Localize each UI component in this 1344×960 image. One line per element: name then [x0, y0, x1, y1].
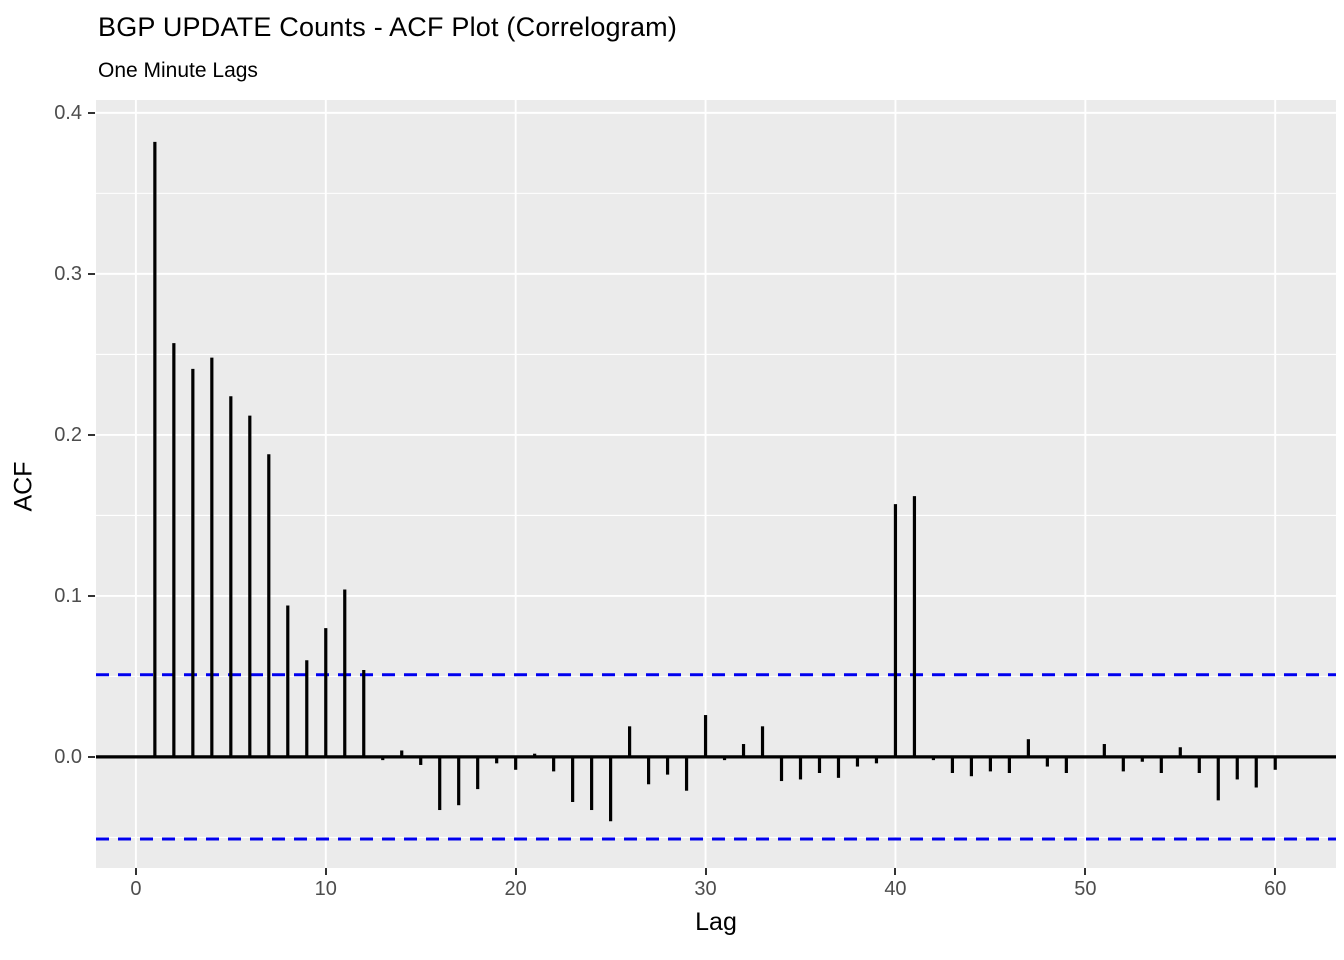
x-tick-mark: [134, 868, 137, 875]
x-tick-label: 30: [694, 878, 717, 900]
y-tick-mark: [88, 433, 95, 436]
x-tick-label: 40: [884, 878, 907, 900]
chart-subtitle: One Minute Lags: [98, 59, 258, 82]
x-tick-label: 50: [1074, 878, 1097, 900]
y-tick-label: 0.4: [54, 101, 82, 124]
y-tick-mark: [88, 755, 95, 758]
y-tick-mark: [88, 594, 95, 597]
x-tick-label: 10: [314, 878, 337, 900]
acf-plot-canvas: [96, 100, 1336, 868]
y-axis-title: ACF: [9, 461, 38, 512]
x-tick-mark: [514, 868, 517, 875]
x-tick-mark: [1274, 868, 1277, 875]
x-tick-mark: [894, 868, 897, 875]
x-tick-label: 0: [130, 878, 142, 900]
plot-panel: [96, 100, 1336, 868]
x-tick-label: 60: [1264, 878, 1287, 900]
x-axis-title: Lag: [695, 908, 737, 936]
y-tick-mark: [88, 111, 95, 114]
x-tick-label: 20: [504, 878, 527, 900]
y-tick-mark: [88, 272, 95, 275]
chart-title: BGP UPDATE Counts - ACF Plot (Correlogra…: [98, 12, 678, 42]
y-tick-label: 0.0: [54, 745, 82, 768]
x-tick-mark: [324, 868, 327, 875]
y-tick-label: 0.1: [54, 584, 82, 607]
y-tick-label: 0.2: [54, 423, 82, 446]
y-tick-label: 0.3: [54, 262, 82, 285]
x-tick-mark: [704, 868, 707, 875]
x-tick-mark: [1084, 868, 1087, 875]
